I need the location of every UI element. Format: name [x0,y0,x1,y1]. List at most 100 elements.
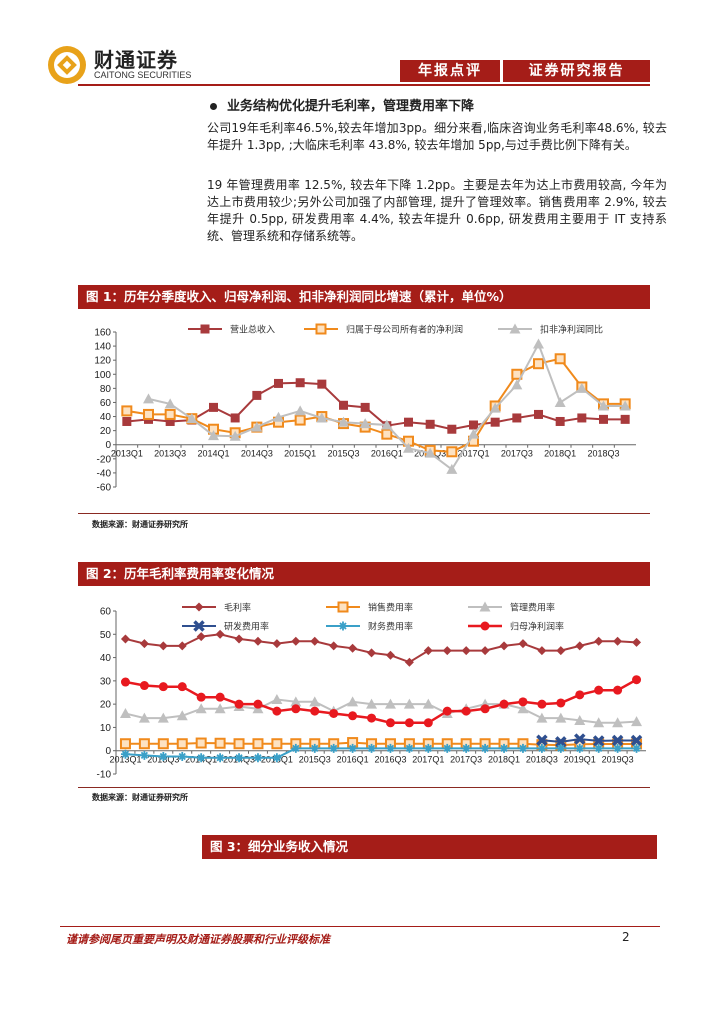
data-point [291,743,301,753]
data-point [252,738,264,750]
data-point [554,353,566,365]
data-point [271,693,283,704]
data-point [367,713,377,723]
data-point [404,417,413,427]
data-point [208,430,219,441]
data-point [381,419,393,430]
x-tick-label: 2014Q1 [197,449,229,459]
series-1 [122,378,630,434]
data-point [499,641,509,651]
legend-item: 管理费用率 [468,601,555,613]
series-line [125,747,637,759]
x-tick-label: 2013Q3 [154,449,186,459]
data-point [468,428,479,439]
data-point [158,682,168,692]
data-point [442,646,452,656]
y-tick-label: -20 [97,454,112,465]
x-tick-label: 2015Q1 [284,449,316,459]
data-point [234,699,244,709]
data-point [518,697,528,707]
data-point [555,416,565,426]
legend-label: 营业总收入 [230,324,275,335]
data-point [518,743,528,753]
footer-rule [60,926,660,927]
legend-label: 归属于母公司所有者的净利润 [346,324,463,335]
data-point [612,717,624,728]
data-point [139,681,149,691]
data-point [385,743,395,753]
data-point [177,752,187,762]
data-point [632,637,642,647]
series-4 [536,733,643,748]
data-point [555,736,567,748]
x-tick-label: 2018Q3 [526,755,558,765]
data-point [195,703,207,714]
data-point [480,704,490,714]
y-tick-label: 0 [105,746,111,757]
data-point [186,413,198,424]
x-tick-label: 2015Q3 [327,449,359,459]
data-point [489,402,501,413]
data-point [499,743,509,753]
data-point [367,743,377,753]
x-tick-label: 2016Q1 [371,449,403,459]
legend-item: 扣非净利润同比 [498,323,603,335]
series-line [125,698,637,724]
x-tick-label: 2016Q1 [337,755,369,765]
data-point [533,358,544,370]
legend-label: 归母净利润率 [510,621,564,632]
data-point [556,743,566,753]
data-point [620,414,630,424]
legend-item: 毛利率 [182,602,251,613]
legend-marker [194,602,204,612]
data-point [251,421,263,432]
data-point [461,743,471,753]
data-point [214,703,226,714]
figure1-title: 图 1：历年分季度收入、归母净利润、扣非净利润同比增速（累计，单位%） [78,285,650,309]
data-point [575,690,585,700]
data-point [143,393,154,404]
y-tick-label: -60 [97,483,112,494]
series-line [541,738,637,743]
data-point [480,646,490,656]
x-tick-label: 2017Q1 [412,755,444,765]
data-point [512,413,522,423]
x-tick-label: 2013Q1 [109,755,141,765]
series-line [125,633,637,664]
data-point [404,657,414,667]
y-tick-label: 40 [100,412,112,423]
header-divider [78,84,650,86]
data-point [593,717,605,728]
figure1-rule [78,513,650,514]
x-tick-label: 2017Q3 [501,449,533,459]
x-tick-label: 2017Q1 [457,449,489,459]
data-point [234,634,244,644]
data-point [425,419,435,429]
data-point [517,703,529,714]
x-tick-label: 2017Q3 [450,755,482,765]
y-tick-label: 160 [94,328,111,339]
y-tick-label: 10 [100,723,112,734]
data-point [338,416,349,427]
company-name: 财通证券 [94,48,178,72]
legend-item: 归属于母公司所有者的净利润 [304,323,463,335]
data-point [196,692,206,702]
data-point [294,414,306,426]
data-point [384,698,396,709]
data-point [122,416,132,426]
data-point [574,714,586,725]
figure1-source: 数据来源：财通证券研究所 [92,520,188,529]
paragraph-gross-margin: 公司19年毛利率46.5%,较去年增加3pp。细分来看,临床咨询业务毛利率48.… [207,121,667,152]
footer-disclaimer: 谨请参阅尾页重要声明及财通证券股票和行业评级标准 [66,933,330,946]
y-tick-label: -10 [97,770,112,781]
figure3-title: 图 3：细分业务收入情况 [202,835,657,859]
data-point [592,735,605,747]
y-tick-label: 60 [100,398,112,409]
data-point [294,405,306,416]
series-line [126,381,626,431]
legend-marker [337,601,349,613]
data-point [253,753,263,763]
x-tick-label: 2014Q3 [241,449,273,459]
data-point [359,418,371,429]
legend-marker [200,324,210,334]
